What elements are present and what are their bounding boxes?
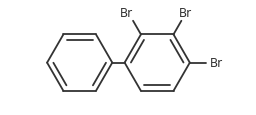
Text: Br: Br — [179, 6, 193, 19]
Text: Br: Br — [210, 57, 223, 69]
Text: Br: Br — [120, 6, 133, 19]
